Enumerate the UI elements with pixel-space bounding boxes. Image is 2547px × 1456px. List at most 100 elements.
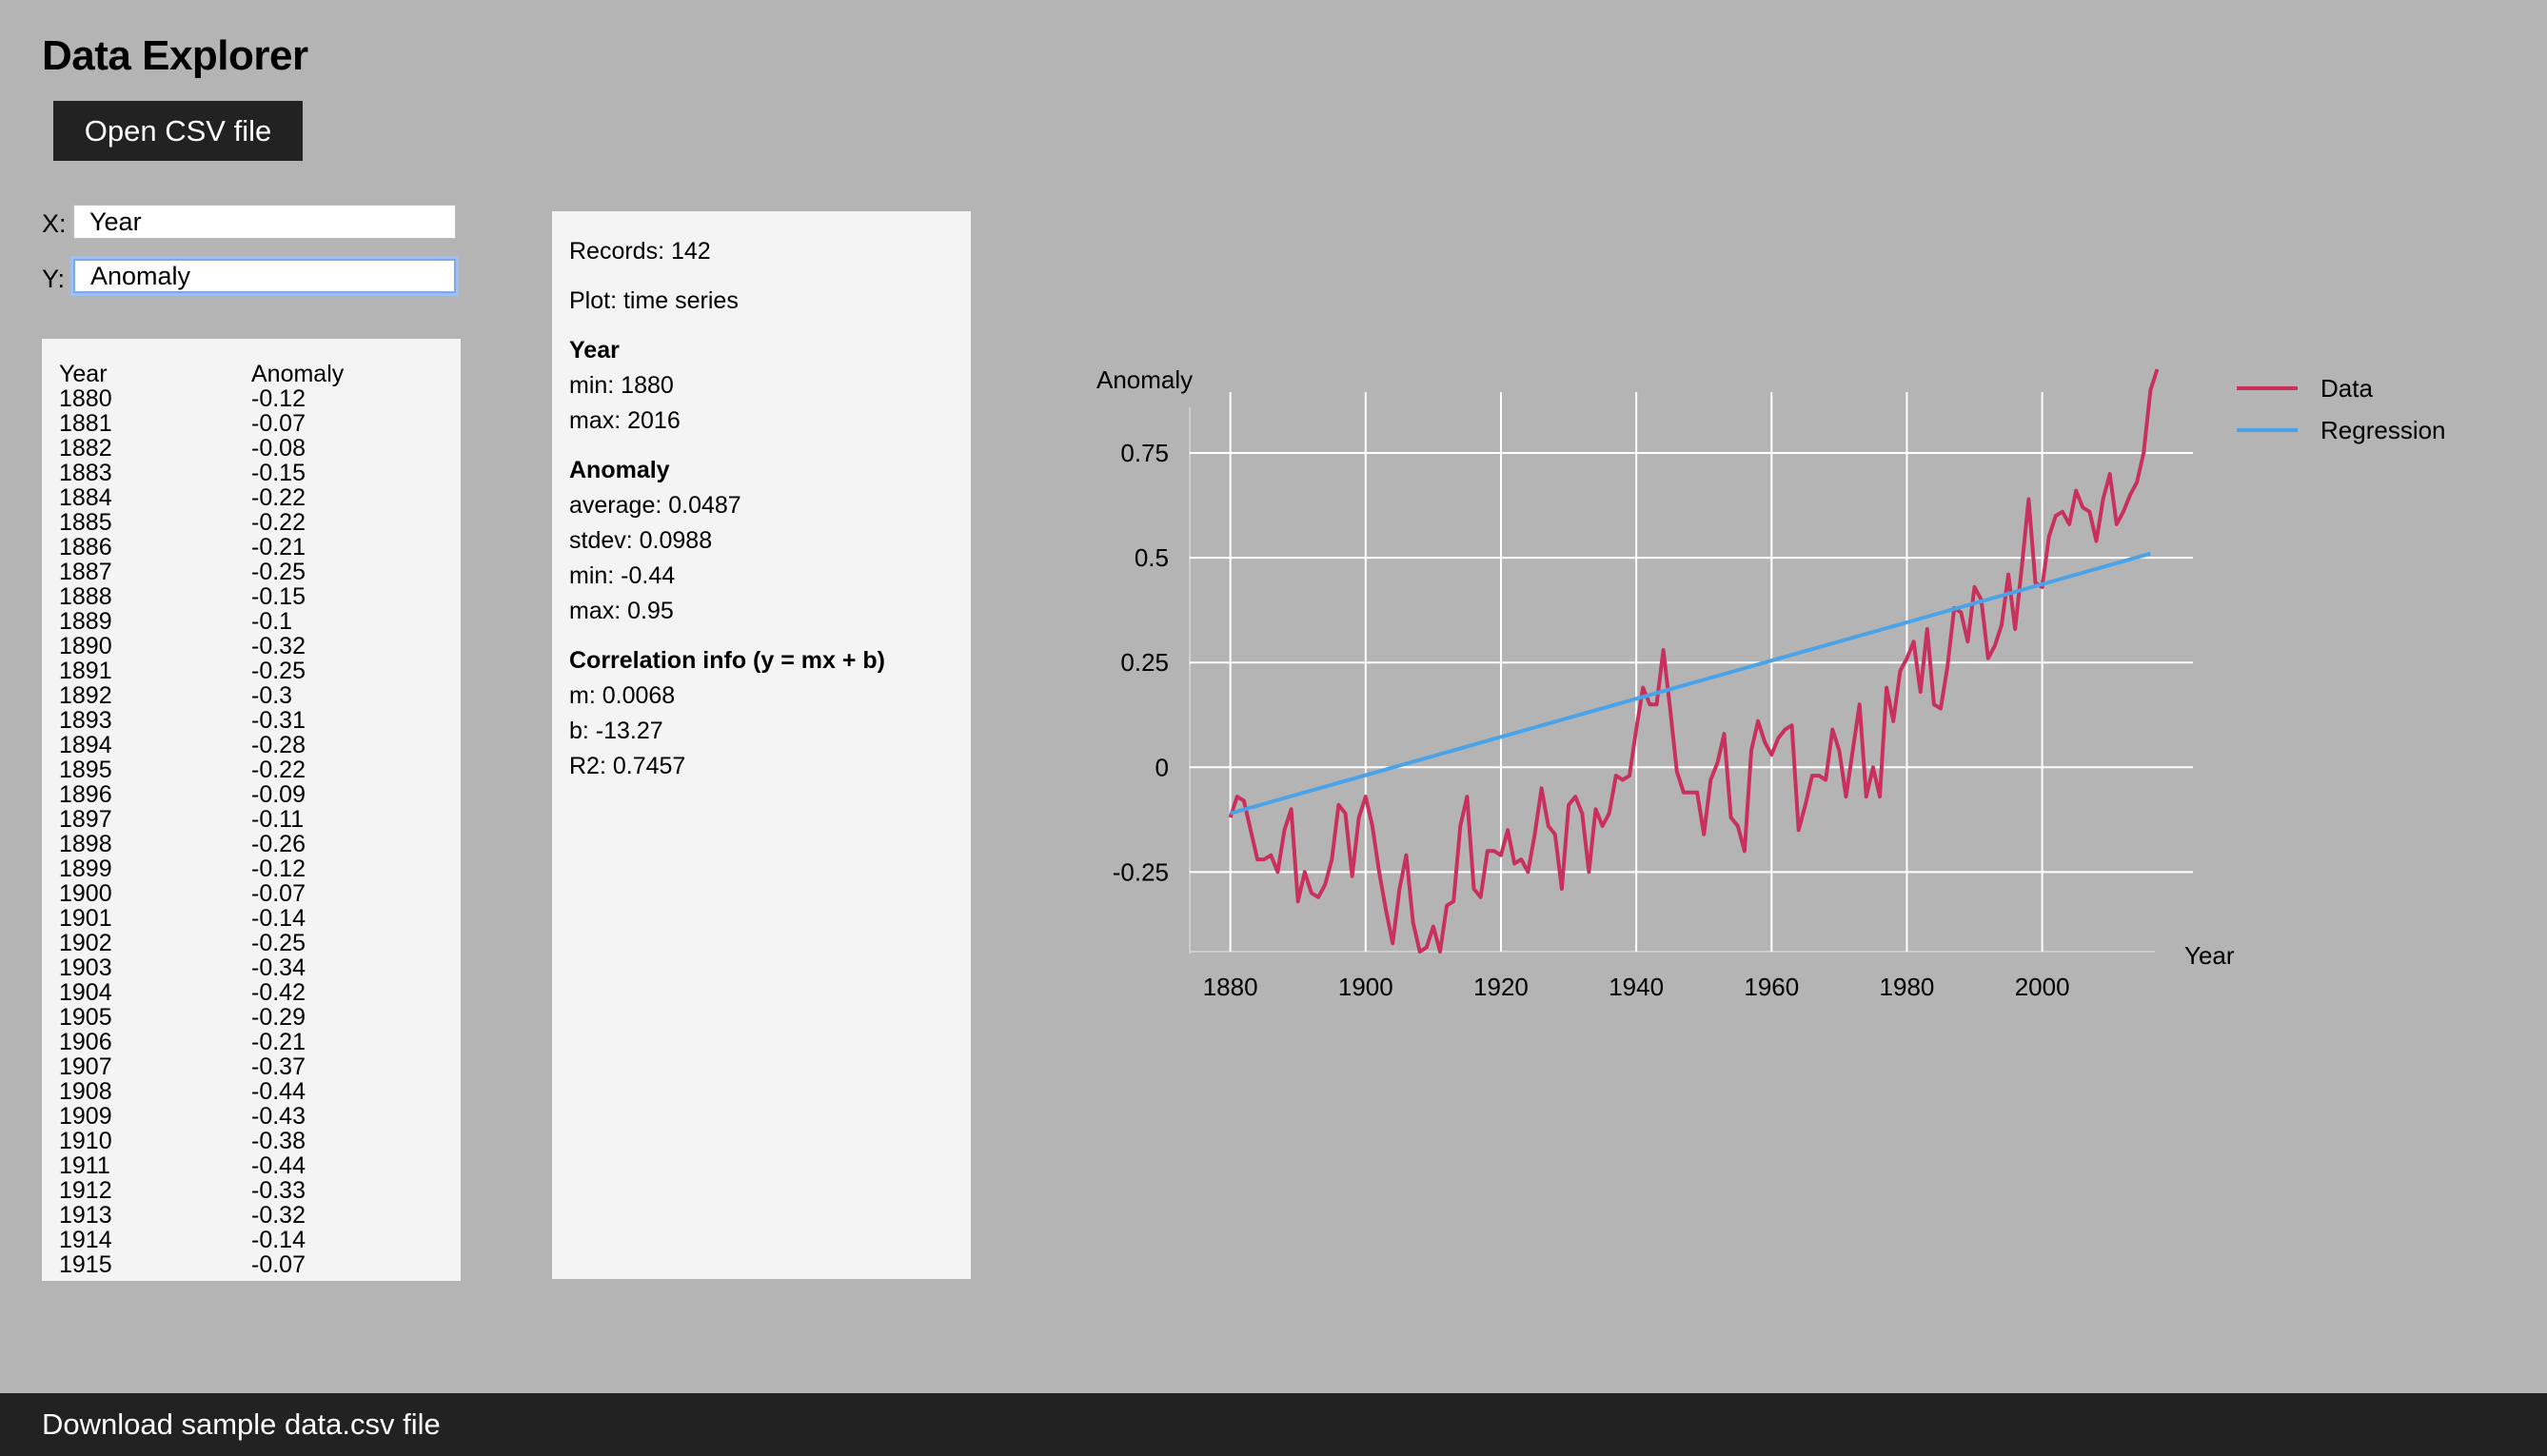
y-tick-label: 0.75 — [1120, 439, 1169, 467]
table-row: 1903 -0.34 — [59, 955, 344, 980]
table-cell-year: 1901 — [59, 905, 112, 932]
table-cell-anomaly: -0.38 — [251, 1128, 306, 1154]
table-row: 1883 -0.15 — [59, 461, 344, 485]
table-cell-anomaly: -0.28 — [251, 732, 306, 758]
table-cell-anomaly: -0.25 — [251, 559, 306, 585]
table-cell-year: 1887 — [59, 559, 112, 585]
table-cell-anomaly: -0.32 — [251, 1202, 306, 1229]
table-cell-year: 1902 — [59, 930, 112, 956]
legend-label-regression: Regression — [2320, 416, 2446, 444]
y-axis-title: Anomaly — [1096, 365, 1193, 394]
table-cell-year: 1882 — [59, 435, 112, 462]
table-cell-anomaly: -0.07 — [251, 410, 306, 437]
table-row: 1884 -0.22 — [59, 485, 344, 510]
table-row: 1908 -0.44 — [59, 1079, 344, 1104]
data-table-panel[interactable]: Year Anomaly 1880 -0.12 1881 -0.07 1882 -0.08… — [42, 339, 461, 1281]
table-row: 1901 -0.14 — [59, 906, 344, 931]
table-cell-anomaly: -0.37 — [251, 1053, 306, 1080]
table-cell-year: 1884 — [59, 484, 112, 511]
y-axis-input[interactable] — [73, 259, 456, 293]
x-max: max: 2016 — [569, 407, 681, 434]
table-cell-anomaly: -0.3 — [251, 682, 293, 709]
table-row: 1902 -0.25 — [59, 931, 344, 955]
table-cell-year: 1891 — [59, 658, 112, 684]
x-min: min: 1880 — [569, 372, 674, 399]
table-cell-anomaly: -0.21 — [251, 534, 306, 561]
table-row: 1904 -0.42 — [59, 980, 344, 1005]
table-cell-anomaly: -0.34 — [251, 954, 306, 981]
table-row: 1911 -0.44 — [59, 1153, 344, 1178]
table-cell-anomaly: -0.09 — [251, 781, 306, 808]
open-csv-button[interactable]: Open CSV file — [53, 101, 303, 161]
x-axis-input[interactable] — [73, 205, 456, 239]
intercept-b: b: -13.27 — [569, 718, 663, 744]
table-cell-year: 1900 — [59, 880, 112, 907]
table-cell-year: 1914 — [59, 1227, 112, 1253]
table-row: 1885 -0.22 — [59, 510, 344, 535]
y-average: average: 0.0487 — [569, 492, 741, 519]
x-tick-label: 1880 — [1203, 973, 1258, 1001]
data-series-line — [1228, 368, 2160, 954]
stats-panel: Records: 142 Plot: time series Year min:… — [552, 211, 971, 1279]
table-row: 1915 -0.07 — [59, 1252, 344, 1277]
table-row: 1906 -0.21 — [59, 1030, 344, 1054]
y-tick-label: 0 — [1155, 753, 1169, 781]
table-row: 1890 -0.32 — [59, 634, 344, 659]
table-cell-anomaly: -0.08 — [251, 435, 306, 462]
table-row: 1882 -0.08 — [59, 436, 344, 461]
table-cell-anomaly: -0.14 — [251, 905, 306, 932]
x-axis-title: Year — [2184, 941, 2235, 970]
table-header-row: Year Anomaly — [59, 362, 344, 386]
table-header-year: Year — [59, 361, 108, 387]
table-cell-anomaly: -0.42 — [251, 979, 306, 1006]
table-row: 1889 -0.1 — [59, 609, 344, 634]
table-header-anomaly: Anomaly — [251, 361, 345, 387]
table-row: 1900 -0.07 — [59, 881, 344, 906]
table-cell-anomaly: -0.07 — [251, 880, 306, 907]
table-cell-anomaly: -0.33 — [251, 1177, 306, 1204]
table-cell-year: 1899 — [59, 856, 112, 882]
y-max: max: 0.95 — [569, 598, 674, 624]
table-row: 1891 -0.25 — [59, 659, 344, 683]
table-cell-anomaly: -0.29 — [251, 1004, 306, 1031]
table-row: 1907 -0.37 — [59, 1054, 344, 1079]
table-row: 1910 -0.38 — [59, 1129, 344, 1153]
x-tick-label: 1900 — [1338, 973, 1393, 1001]
y-tick-label: 0.5 — [1135, 543, 1169, 572]
table-row: 1905 -0.29 — [59, 1005, 344, 1030]
table-cell-anomaly: -0.44 — [251, 1078, 306, 1105]
table-cell-year: 1886 — [59, 534, 112, 561]
y-stdev: stdev: 0.0988 — [569, 527, 713, 554]
table-cell-year: 1880 — [59, 385, 112, 412]
table-cell-year: 1909 — [59, 1103, 112, 1130]
table-row: 1892 -0.3 — [59, 683, 344, 708]
table-cell-year: 1904 — [59, 979, 112, 1006]
table-cell-anomaly: -0.21 — [251, 1029, 306, 1055]
time-series-chart: 1880 1900 1920 1940 1960 1980 2000 -0.25 0 0.25 0.… — [1096, 365, 2446, 1001]
table-cell-anomaly: -0.14 — [251, 1227, 306, 1253]
table-cell-anomaly: -0.25 — [251, 930, 306, 956]
table-row: 1913 -0.32 — [59, 1203, 344, 1228]
table-cell-year: 1903 — [59, 954, 112, 981]
table-cell-anomaly: -0.12 — [251, 385, 306, 412]
x-tick-label: 1960 — [1744, 973, 1799, 1001]
x-tick-label: 1920 — [1473, 973, 1529, 1001]
table-cell-year: 1883 — [59, 460, 112, 486]
table-cell-year: 1907 — [59, 1053, 112, 1080]
x-tick-label: 1940 — [1609, 973, 1664, 1001]
table-row: 1897 -0.11 — [59, 807, 344, 832]
download-sample-link[interactable]: Download sample data.csv file — [42, 1407, 441, 1441]
table-cell-year: 1888 — [59, 583, 112, 610]
data-table: Year Anomaly 1880 -0.12 1881 -0.07 1882 -0.08… — [59, 362, 344, 1277]
y-axis-label: Y: — [42, 265, 66, 293]
table-row: 1886 -0.21 — [59, 535, 344, 560]
legend-label-data: Data — [2320, 374, 2373, 403]
table-row: 1881 -0.07 — [59, 411, 344, 436]
table-row: 1899 -0.12 — [59, 856, 344, 881]
slope-m: m: 0.0068 — [569, 682, 676, 709]
table-cell-anomaly: -0.11 — [251, 806, 305, 833]
table-cell-anomaly: -0.26 — [251, 831, 306, 857]
table-row: 1912 -0.33 — [59, 1178, 344, 1203]
table-cell-anomaly: -0.15 — [251, 460, 306, 486]
app-title: Data Explorer — [42, 32, 308, 79]
